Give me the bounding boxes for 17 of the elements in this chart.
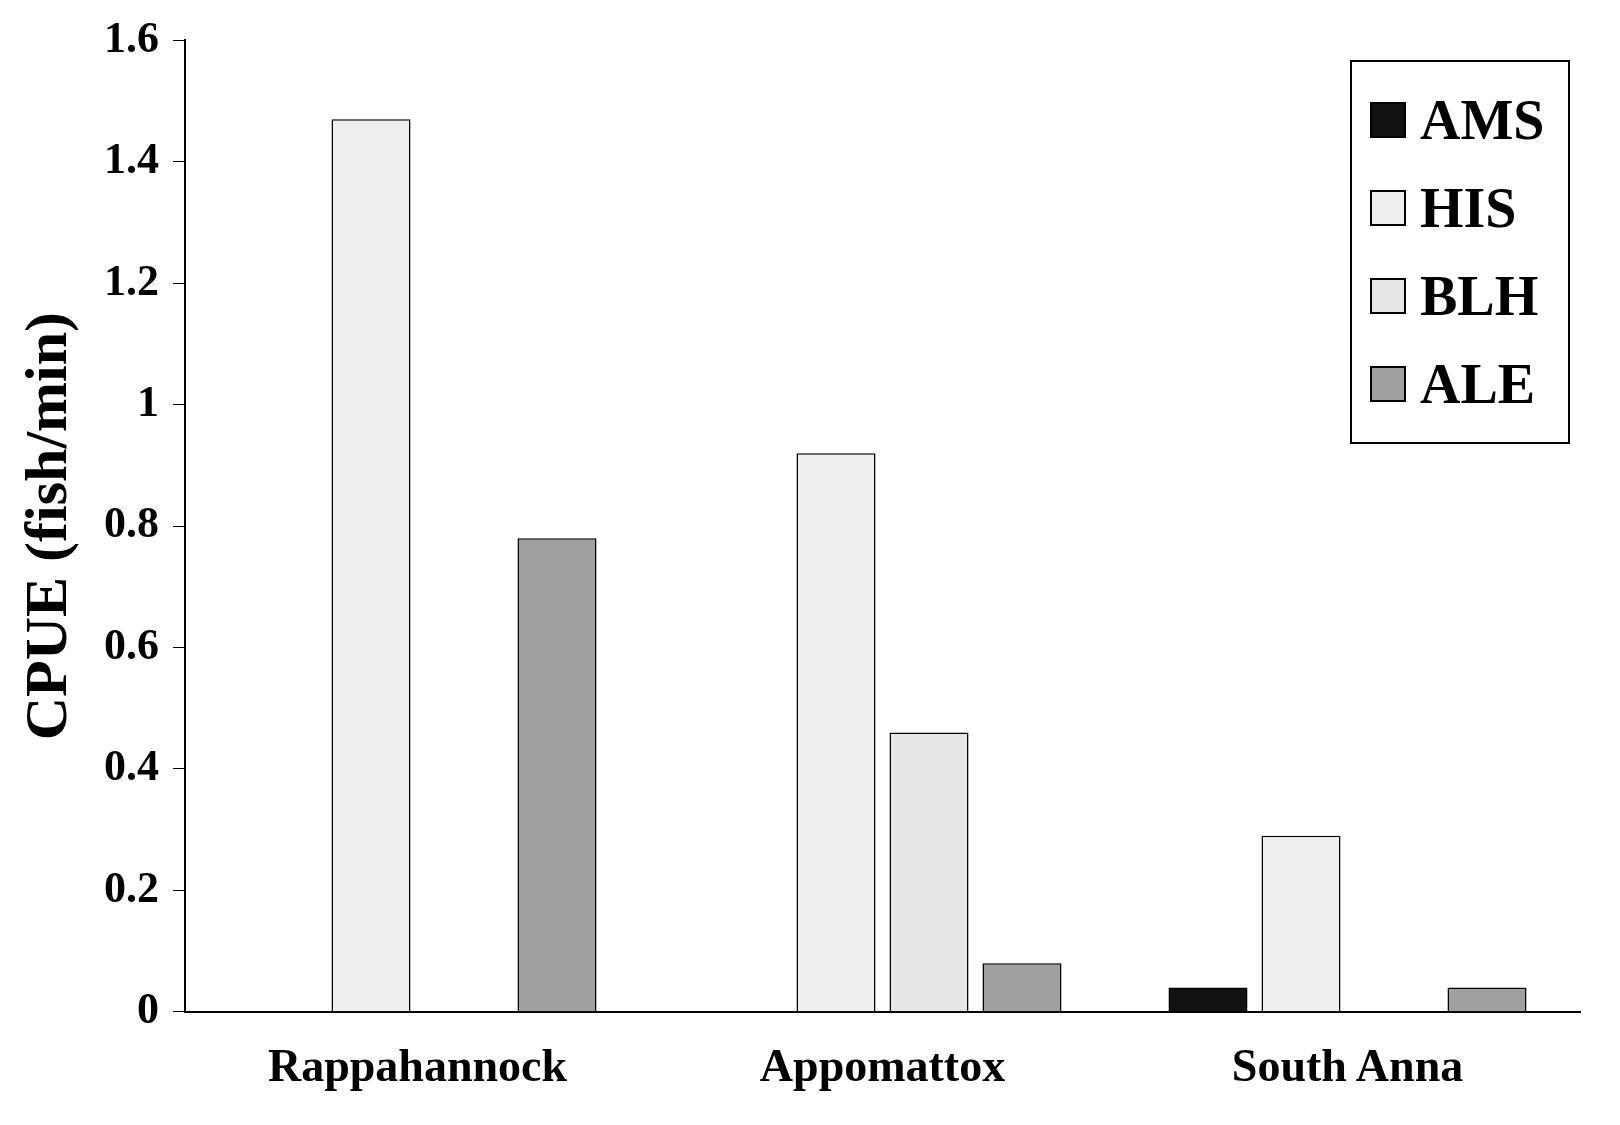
y-tick-label: 1 [137,377,159,427]
legend-label: HIS [1420,176,1517,241]
y-tick-label: 1.2 [104,255,159,305]
x-tick-label: South Anna [1231,1040,1464,1092]
legend-label: ALE [1420,352,1536,417]
y-axis-title: CPUE (fish/min) [12,311,79,741]
x-tick-label: Rappahannock [267,1040,568,1092]
y-tick-label: 1.4 [104,134,159,184]
y-tick-label: 0.8 [104,498,159,548]
y-tick-label: 0 [137,984,159,1034]
y-tick-label: 1.6 [104,12,159,62]
legend-label: AMS [1420,88,1545,153]
y-tick-label: 0.2 [104,862,159,912]
x-tick-label: Appomattox [759,1040,1006,1092]
y-tick-label: 0.6 [104,619,159,669]
legend-label: BLH [1420,264,1539,329]
y-tick-label: 0.4 [104,741,159,791]
